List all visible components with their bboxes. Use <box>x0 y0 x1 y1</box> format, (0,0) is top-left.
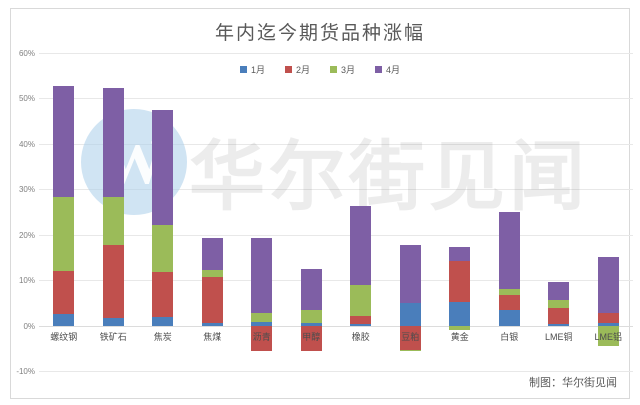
bar-segment-LME铜-1月 <box>548 323 570 326</box>
bar-segment-焦炭-1月 <box>152 316 174 326</box>
bar-segment-铁矿石-3月 <box>102 197 124 246</box>
x-axis-category-label: 铁矿石 <box>99 331 127 342</box>
x-axis-category-label: 焦煤 <box>203 331 222 342</box>
legend-label: 3月 <box>341 65 356 75</box>
legend-swatch <box>330 66 337 73</box>
y-axis-tick-label: 20% <box>18 230 35 240</box>
chart-card: 年内迄今期货品种涨幅 1月 2月 3月 4月 W 华尔街见闻 60% 50% 40% 30%… <box>10 8 633 399</box>
plot-area: 60% 50% 40% 30% 20% 10% 0% -10% 螺纹钢 铁矿石 焦炭 焦煤 沥青 甲醇 橡胶… <box>16 49 633 376</box>
bar-segment-焦炭-2月 <box>152 272 174 317</box>
x-axis-category-label: 螺纹钢 <box>50 331 78 342</box>
gridline <box>39 280 633 282</box>
bar-segment-沥青-2月 <box>251 325 273 352</box>
gridline <box>39 98 633 100</box>
legend: 1月 2月 3月 4月 <box>11 63 629 76</box>
legend-label: 2月 <box>295 65 310 75</box>
bar-segment-螺纹钢-4月 <box>53 86 75 197</box>
bar-segment-橡胶-4月 <box>350 205 372 285</box>
bar-segment-焦煤-4月 <box>201 237 223 271</box>
bar-segment-甲醇-4月 <box>300 269 322 310</box>
bar-segment-LME铝-4月 <box>597 256 619 313</box>
bar-segment-LME铝-3月 <box>597 325 619 347</box>
gridline <box>39 325 633 327</box>
bar-segment-焦炭-3月 <box>152 224 174 273</box>
bar-segment-甲醇-3月 <box>300 309 322 323</box>
bar-segment-黄金-1月 <box>449 302 471 326</box>
chart-title: 年内迄今期货品种涨幅 <box>214 23 425 44</box>
bar-segment-螺纹钢-2月 <box>53 270 75 315</box>
bar-segment-焦炭-4月 <box>152 110 174 225</box>
y-axis-tick-label: 50% <box>18 94 35 104</box>
bar-segment-豆粕-4月 <box>399 245 421 303</box>
bar-segment-焦煤-3月 <box>201 270 223 277</box>
bar-segment-橡胶-1月 <box>350 324 372 326</box>
x-axis-category-label: LME铝 <box>594 331 622 342</box>
bar-segment-铁矿石-1月 <box>102 318 124 326</box>
x-axis-category-label: 焦炭 <box>153 331 172 342</box>
y-axis-tick-label: 10% <box>18 276 35 286</box>
bar-segment-焦煤-1月 <box>201 323 223 326</box>
bar-segment-沥青-4月 <box>251 237 273 314</box>
x-axis-category-label: 黄金 <box>450 331 469 342</box>
legend-swatch <box>375 66 383 73</box>
bar-segment-螺纹钢-3月 <box>53 196 75 271</box>
bar-segment-白银-1月 <box>498 310 520 326</box>
gridline <box>39 189 633 191</box>
bar-segment-螺纹钢-1月 <box>53 314 75 326</box>
x-axis-category-label: LME铜 <box>544 331 573 342</box>
gridline <box>39 371 633 372</box>
bar-segment-橡胶-3月 <box>350 284 372 317</box>
y-axis-tick-label: -10% <box>16 367 35 376</box>
gridline <box>39 234 633 236</box>
gridline <box>39 53 633 54</box>
y-axis-tick-label: 60% <box>18 49 35 58</box>
legend-item: 1月 <box>239 63 265 76</box>
bar-segment-豆粕-3月 <box>399 349 421 351</box>
legend-item: 2月 <box>284 63 310 76</box>
bar-segment-橡胶-2月 <box>350 316 372 325</box>
bar-segment-白银-2月 <box>498 295 520 311</box>
legend-swatch <box>284 66 292 73</box>
bar-segment-LME铝-2月 <box>597 312 619 324</box>
bar-segment-黄金-3月 <box>449 325 471 331</box>
bar-segment-豆粕-2月 <box>399 325 421 350</box>
gridline <box>39 143 633 145</box>
watermark-text: 华尔街见闻 <box>189 136 589 220</box>
bar-segment-豆粕-1月 <box>399 302 421 326</box>
bar-segment-LME铝-1月 <box>597 323 619 326</box>
bar-segment-焦煤-2月 <box>201 276 223 324</box>
bar-segment-白银-4月 <box>498 212 520 290</box>
y-axis-tick-label: 0% <box>23 321 35 331</box>
x-axis-category-label: 豆粕 <box>401 331 420 342</box>
x-axis-category-label: 沥青 <box>252 331 271 342</box>
bar-segment-LME铜-4月 <box>548 282 570 301</box>
legend-label: 4月 <box>386 65 401 75</box>
bar-segment-沥青-3月 <box>251 313 273 322</box>
legend-item: 3月 <box>330 63 355 76</box>
bar-segment-沥青-1月 <box>251 321 273 326</box>
x-axis-category-label: 白银 <box>500 331 519 342</box>
bar-segment-白银-3月 <box>498 289 520 296</box>
bar-segment-铁矿石-2月 <box>102 245 124 319</box>
bar-segment-LME铜-3月 <box>548 300 570 309</box>
bar-segment-黄金-2月 <box>449 261 471 303</box>
bar-segment-铁矿石-4月 <box>102 87 124 198</box>
x-axis-category-label: 橡胶 <box>351 331 370 342</box>
credit-label: 制图：华尔街见闻 <box>529 377 617 389</box>
legend-item: 4月 <box>375 63 400 76</box>
y-axis-tick-label: 40% <box>18 139 35 149</box>
x-axis-category-label: 甲醇 <box>302 331 321 342</box>
y-axis-tick-label: 30% <box>18 185 35 195</box>
legend-label: 1月 <box>250 65 265 75</box>
bar-segment-甲醇-2月 <box>300 325 322 351</box>
bar-segment-甲醇-1月 <box>300 322 322 326</box>
bar-segment-黄金-4月 <box>449 246 471 262</box>
legend-swatch <box>239 66 247 73</box>
bar-segment-LME铜-2月 <box>548 308 570 324</box>
